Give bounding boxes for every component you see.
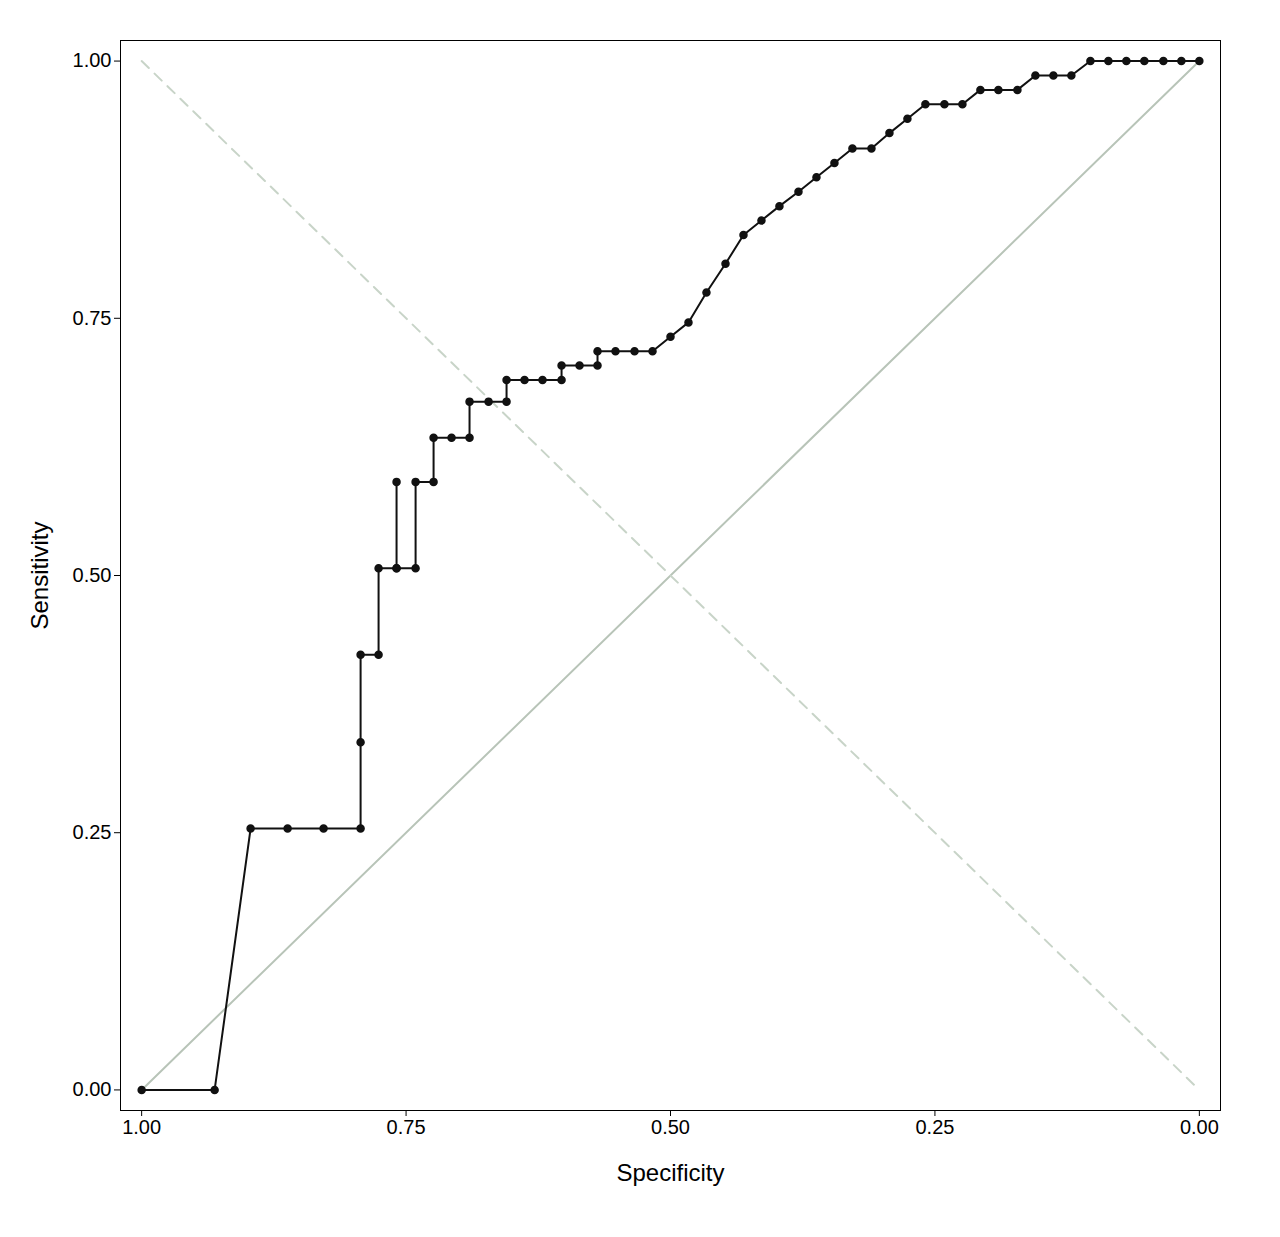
svg-text:0.25: 0.25 xyxy=(73,821,112,843)
svg-text:0.00: 0.00 xyxy=(1180,1116,1219,1138)
svg-text:0.25: 0.25 xyxy=(915,1116,954,1138)
svg-text:0.75: 0.75 xyxy=(73,307,112,329)
svg-text:Sensitivity: Sensitivity xyxy=(26,521,53,629)
svg-text:0.75: 0.75 xyxy=(387,1116,426,1138)
svg-text:Specificity: Specificity xyxy=(616,1159,724,1186)
svg-text:1.00: 1.00 xyxy=(122,1116,161,1138)
svg-text:0.50: 0.50 xyxy=(651,1116,690,1138)
svg-text:0.50: 0.50 xyxy=(73,564,112,586)
svg-text:1.00: 1.00 xyxy=(73,49,112,71)
svg-text:0.00: 0.00 xyxy=(73,1078,112,1100)
